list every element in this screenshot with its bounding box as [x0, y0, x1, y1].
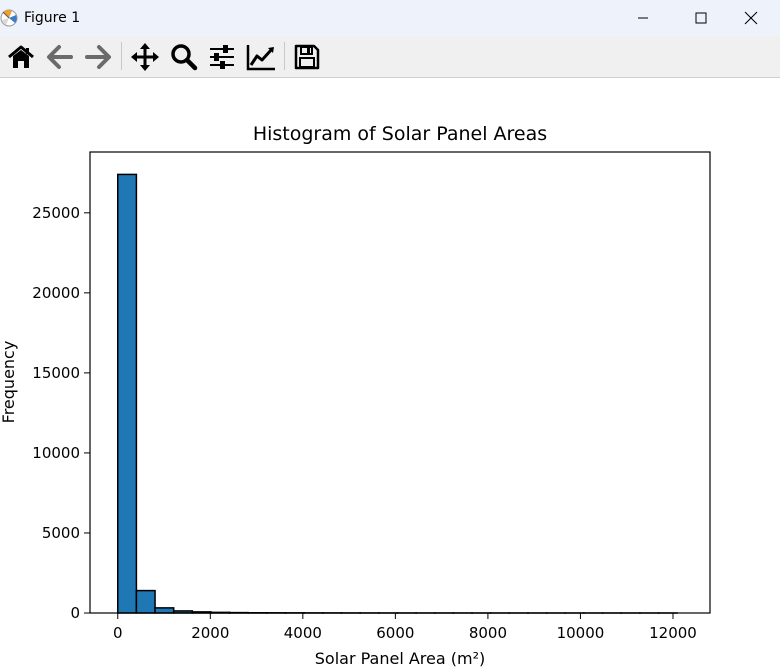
- x-tick-label: 2000: [191, 624, 229, 642]
- sliders-icon: [210, 45, 234, 69]
- magnifier-icon: [171, 44, 198, 71]
- save-button[interactable]: [290, 40, 324, 74]
- histogram-bar: [154, 607, 175, 614]
- minimize-button[interactable]: [614, 0, 672, 36]
- x-axis-label: Solar Panel Area (m²): [315, 649, 486, 668]
- histogram-chart: Histogram of Solar Panel Areas 0 2000 4000…: [0, 123, 711, 668]
- customize-button[interactable]: [244, 40, 278, 74]
- y-axis-label: Frequency: [0, 341, 18, 424]
- x-tick-label: 8000: [469, 624, 507, 642]
- x-tick-label: 4000: [284, 624, 322, 642]
- x-tick-label: 6000: [376, 624, 414, 642]
- floppy-disk-icon: [294, 44, 320, 70]
- home-button[interactable]: [4, 40, 38, 74]
- minimize-icon: [638, 17, 648, 19]
- y-axis-ticks: 0 5000 10000 15000 20000 25000: [32, 204, 90, 622]
- close-button[interactable]: [722, 0, 780, 36]
- histogram-bar: [135, 589, 156, 614]
- maximize-icon: [695, 12, 707, 24]
- forward-button[interactable]: [81, 40, 115, 74]
- toolbar-separator: [121, 42, 122, 70]
- x-tick-label: 10000: [557, 624, 605, 642]
- y-tick-label: 15000: [32, 364, 80, 382]
- navigation-toolbar: [0, 36, 780, 78]
- pan-button[interactable]: [128, 40, 162, 74]
- y-tick-label: 25000: [32, 204, 80, 222]
- subplots-button[interactable]: [205, 40, 239, 74]
- y-tick-label: 10000: [32, 444, 80, 462]
- bars-group: [117, 173, 678, 614]
- home-icon: [8, 45, 34, 68]
- y-tick-label: 20000: [32, 284, 80, 302]
- arrow-left-icon: [47, 45, 73, 69]
- x-tick-label: 0: [113, 624, 123, 642]
- close-icon: [744, 11, 758, 25]
- window-title: Figure 1: [24, 10, 81, 26]
- histogram-bar: [117, 173, 138, 614]
- y-tick-label: 0: [70, 604, 80, 622]
- maximize-button[interactable]: [672, 0, 730, 36]
- matplotlib-logo-icon: [0, 8, 20, 28]
- x-axis-ticks: 0 2000 4000 6000 8000 10000 12000: [113, 613, 697, 642]
- y-tick-label: 5000: [42, 524, 80, 542]
- move-icon: [131, 43, 159, 71]
- line-chart-icon: [246, 45, 275, 71]
- back-button[interactable]: [43, 40, 77, 74]
- arrow-right-icon: [85, 45, 111, 69]
- x-tick-label: 12000: [649, 624, 697, 642]
- chart-title: Histogram of Solar Panel Areas: [253, 123, 547, 145]
- title-bar: Figure 1: [0, 0, 780, 36]
- toolbar-separator: [284, 42, 285, 70]
- plot-frame: [89, 151, 711, 614]
- zoom-button[interactable]: [167, 40, 201, 74]
